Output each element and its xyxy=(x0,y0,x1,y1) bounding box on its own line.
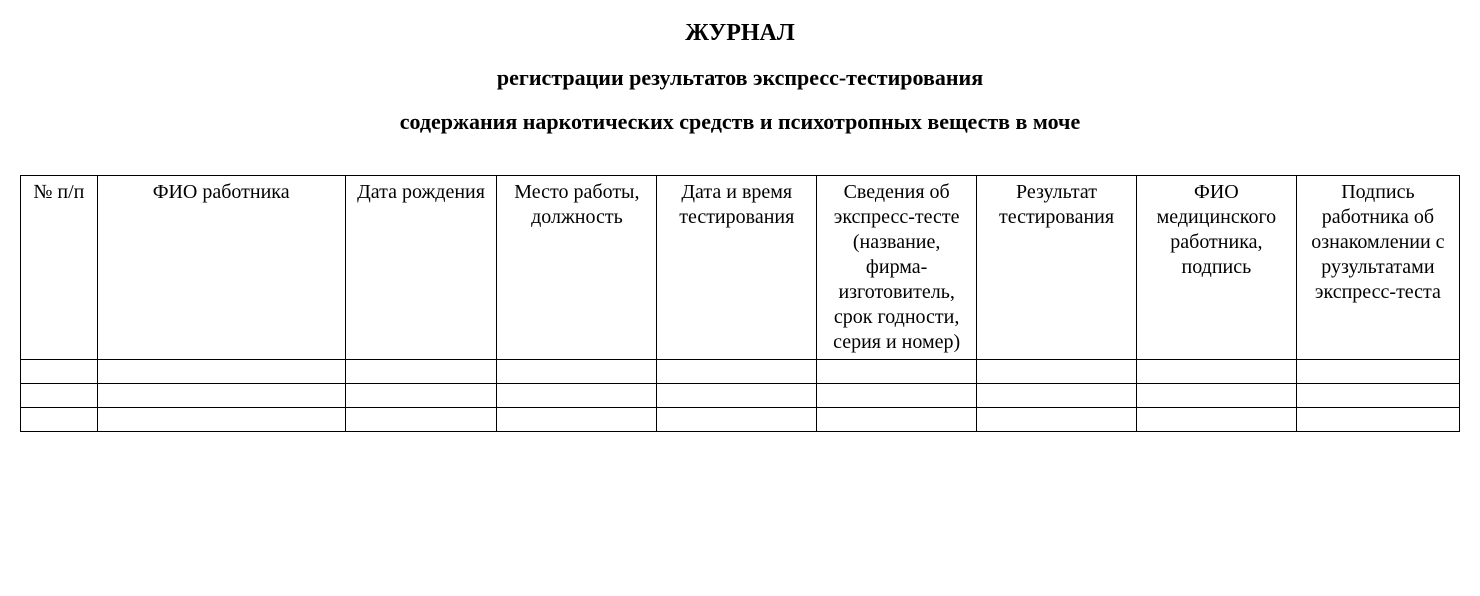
table-body xyxy=(21,360,1460,432)
cell xyxy=(977,408,1137,432)
cell xyxy=(497,384,657,408)
col-header-number: № п/п xyxy=(21,176,98,360)
table-header-row: № п/п ФИО работника Дата рождения Место … xyxy=(21,176,1460,360)
cell xyxy=(21,360,98,384)
cell xyxy=(345,408,497,432)
cell xyxy=(1136,408,1296,432)
registration-table: № п/п ФИО работника Дата рождения Место … xyxy=(20,175,1460,432)
table-row xyxy=(21,384,1460,408)
title-subtitle-2: содержания наркотических средств и психо… xyxy=(20,109,1460,135)
cell xyxy=(657,384,817,408)
title-main: ЖУРНАЛ xyxy=(20,20,1460,47)
cell xyxy=(1136,384,1296,408)
col-header-birthdate: Дата рождения xyxy=(345,176,497,360)
col-header-workplace: Место работы, должность xyxy=(497,176,657,360)
cell xyxy=(21,384,98,408)
cell xyxy=(1296,384,1459,408)
cell xyxy=(97,360,345,384)
cell xyxy=(497,408,657,432)
cell xyxy=(977,384,1137,408)
col-header-medworker: ФИО медицинского работника, подпись xyxy=(1136,176,1296,360)
col-header-test-info: Сведения об экспресс-тесте (название, фи… xyxy=(817,176,977,360)
cell xyxy=(657,408,817,432)
cell xyxy=(1136,360,1296,384)
cell xyxy=(817,408,977,432)
cell xyxy=(657,360,817,384)
cell xyxy=(1296,408,1459,432)
table-row xyxy=(21,408,1460,432)
col-header-test-datetime: Дата и время тестирования xyxy=(657,176,817,360)
table-row xyxy=(21,360,1460,384)
col-header-result: Результат тестирования xyxy=(977,176,1137,360)
col-header-fio: ФИО работника xyxy=(97,176,345,360)
document-title-block: ЖУРНАЛ регистрации результатов экспресс-… xyxy=(20,20,1460,135)
cell xyxy=(345,384,497,408)
cell xyxy=(817,384,977,408)
cell xyxy=(977,360,1137,384)
cell xyxy=(345,360,497,384)
cell xyxy=(97,384,345,408)
cell xyxy=(1296,360,1459,384)
cell xyxy=(817,360,977,384)
cell xyxy=(97,408,345,432)
title-subtitle-1: регистрации результатов экспресс-тестиро… xyxy=(20,65,1460,91)
cell xyxy=(497,360,657,384)
cell xyxy=(21,408,98,432)
col-header-signature: Подпись работника об ознакомлении с рузу… xyxy=(1296,176,1459,360)
